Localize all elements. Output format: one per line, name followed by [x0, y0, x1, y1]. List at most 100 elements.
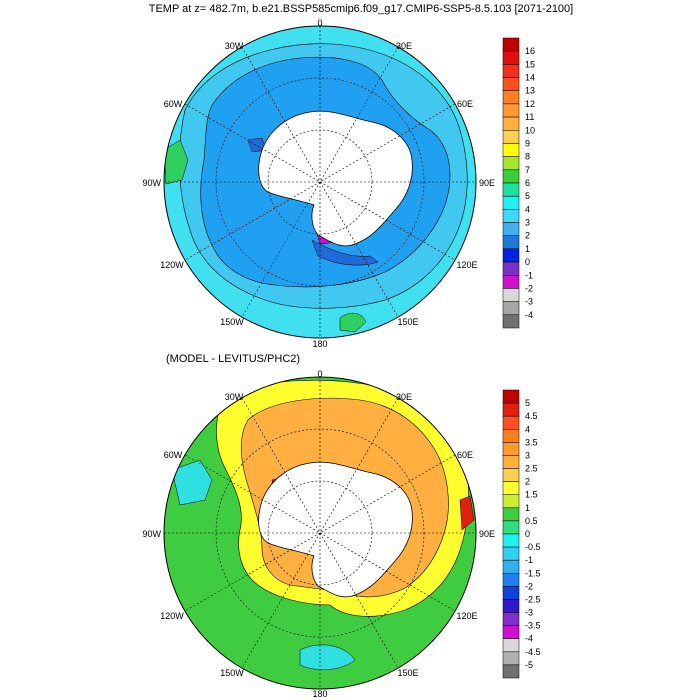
lon-label-120e: 120E	[456, 260, 477, 270]
lon-label-60e: 60E	[457, 99, 473, 109]
anomaly-cyan-2	[299, 644, 356, 670]
colorbar-swatch	[502, 507, 520, 522]
colorbar-label: 0	[525, 529, 530, 539]
colorbar-label: 0	[525, 257, 530, 267]
graticule-2	[164, 377, 476, 689]
colorbar-label: 4	[525, 424, 530, 434]
colorbar-label: 13	[525, 86, 535, 96]
panel-2-colorbar: 5 4.5 4 3.5 3 2.5 2 1.5 1 0.5 0 -0.5 -1 -1.5 -2 -2.5 -3 -…	[502, 389, 541, 679]
colorbar-label: 1.5	[525, 490, 538, 500]
colorbar-label: 15	[525, 59, 535, 69]
shelf-dark-blue	[311, 239, 379, 266]
colorbar-swatch	[502, 586, 520, 600]
colorbar-label: 2.5	[525, 464, 538, 474]
lon-label-60w: 60W	[164, 99, 183, 109]
colorbar-label: 2	[525, 477, 530, 487]
panel-1-title: TEMP at z= 482.7m, b.e21.BSSP585cmip6.f0…	[149, 3, 573, 15]
colorbar-label: 9	[525, 138, 530, 148]
panel-1-map-border	[163, 25, 477, 339]
colorbar-swatch	[502, 314, 520, 329]
colorbar-label: 2	[525, 231, 530, 241]
colorbar-label: 5	[525, 398, 530, 408]
colorbar-swatch	[502, 169, 520, 184]
colorbar-swatch	[502, 468, 520, 482]
colorbar-swatch	[502, 90, 520, 105]
lon-label-150w: 150W	[220, 317, 244, 327]
colorbar-swatch	[502, 625, 520, 639]
colorbar-label: -2	[525, 283, 533, 293]
colorbar-swatch	[502, 402, 520, 417]
colorbar-label: -1	[525, 270, 533, 280]
colorbar-label: -1	[525, 555, 533, 565]
colorbar-label: -3	[525, 297, 533, 307]
colorbar-swatch	[502, 612, 520, 626]
lon-label-120w-b: 120W	[160, 611, 184, 621]
colorbar-swatch	[502, 599, 520, 613]
colorbar-label: -2.5	[525, 594, 541, 604]
colorbar-swatch	[502, 442, 520, 456]
colorbar-label: 11	[525, 112, 534, 122]
colorbar-label: 7	[525, 165, 530, 175]
colorbar-label: -4	[525, 310, 533, 320]
lon-label-150w-b: 150W	[220, 668, 244, 678]
colorbar-swatch	[502, 415, 520, 430]
lon-label-60e-b: 60E	[457, 450, 473, 460]
colorbar-swatch	[502, 143, 520, 157]
colorbar-swatch	[502, 651, 520, 666]
colorbar-label: -3	[525, 608, 533, 618]
warm-green-patch	[164, 139, 189, 185]
colorbar-label: 3.5	[525, 437, 538, 447]
lon-label-60w-b: 60W	[164, 450, 183, 460]
colorbar-label: -5	[525, 660, 533, 670]
colorbar-label: 10	[525, 125, 535, 135]
colorbar-label: -4.5	[525, 647, 541, 657]
panel-1-map	[164, 26, 476, 338]
colorbar-swatch	[502, 546, 520, 561]
colorbar-swatch	[502, 275, 520, 289]
colorbar-label: 4.5	[525, 411, 538, 421]
colorbar-swatch	[502, 664, 520, 679]
colorbar-swatch	[502, 64, 520, 78]
lon-label-90e: 90E	[479, 178, 495, 188]
panel-1-lon-labels: 0 30E 30W 60E 60W 90E 90W 120E 120W 150E…	[142, 18, 495, 349]
colorbar-swatch	[502, 103, 520, 118]
colorbar-swatch	[502, 156, 520, 171]
anomaly-red	[459, 495, 475, 531]
colorbar-label: 5	[525, 191, 530, 201]
colorbar-label: 1	[525, 244, 530, 254]
lon-label-30w: 30W	[225, 41, 244, 51]
lon-label-180-b: 180	[312, 689, 327, 699]
lon-label-120w: 120W	[160, 260, 184, 270]
colorbar-label: -1.5	[525, 568, 541, 578]
colorbar-label: 12	[525, 99, 535, 109]
colorbar-swatch	[502, 248, 520, 263]
colorbar-label: 14	[525, 73, 535, 83]
colorbar-swatch	[502, 455, 520, 469]
colorbar-label: -3.5	[525, 621, 541, 631]
colorbar-swatch	[502, 288, 520, 302]
colorbar-swatch	[502, 573, 520, 587]
colorbar-swatch	[502, 533, 520, 548]
colorbar-swatch	[502, 429, 520, 443]
colorbar-label: 3	[525, 218, 530, 228]
colorbar-label: 4	[525, 204, 530, 214]
lon-label-150e: 150E	[397, 317, 418, 327]
lon-label-30e-b: 30E	[396, 392, 412, 402]
panel-2-map	[164, 377, 476, 689]
colorbar-label: 3	[525, 450, 530, 460]
colorbar-swatch	[502, 261, 520, 276]
colorbar-label: 6	[525, 178, 530, 188]
antarctica-land-2	[258, 461, 413, 598]
colorbar-swatch	[502, 77, 520, 91]
colorbar-label: 8	[525, 152, 530, 162]
colorbar-swatch	[502, 638, 520, 653]
lon-label-90e-b: 90E	[479, 529, 495, 539]
lon-label-150e-b: 150E	[397, 668, 418, 678]
colorbar-swatch	[502, 301, 520, 316]
lon-label-0-b: 0	[317, 369, 322, 379]
colorbar-swatch	[502, 37, 520, 52]
colorbar-swatch	[502, 130, 520, 144]
colorbar-label: 16	[525, 46, 535, 56]
